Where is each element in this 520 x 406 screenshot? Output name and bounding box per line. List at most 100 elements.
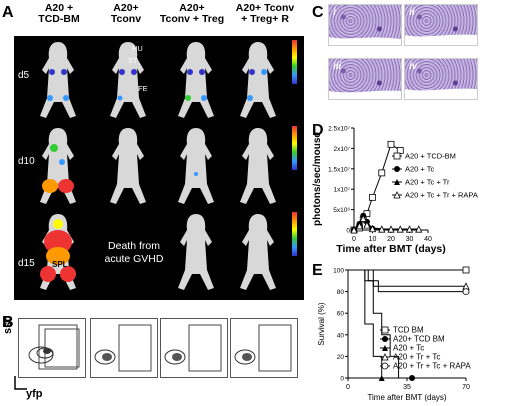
y-axis-label: Survival (%) [317, 302, 326, 345]
y-tick-label: 2.5x10⁷ [328, 126, 351, 133]
histology-tile-i: i [328, 4, 402, 46]
y-tick-label: 80 [337, 289, 345, 296]
data-point [415, 225, 423, 233]
legend-label: A20+ TCD BM [393, 335, 445, 344]
mouse-d15-tcdbm [40, 214, 76, 290]
data-point [359, 214, 367, 222]
mouse-d10-tconv [110, 128, 146, 204]
legend-marker [381, 326, 389, 334]
mouse-d5-tconv [110, 42, 146, 118]
series-end-marker [409, 375, 416, 381]
x-tick-label: 0 [346, 384, 350, 391]
legend-marker [394, 166, 400, 172]
x-tick-label: 40 [424, 236, 432, 243]
bioluminescence-image-panel: d5 HU ST FE d10 d15 SPL Death from acute… [14, 36, 304, 300]
panel-b-letter: B [2, 314, 14, 331]
chart-survival: 0 35 70 0 20 40 60 80 100 Time after BMT (days) Su… [317, 266, 471, 402]
legend-marker [381, 353, 389, 361]
legend-marker [393, 152, 401, 160]
mouse-d15-tconv-treg-r [240, 214, 276, 290]
day-label-d15: d15 [18, 258, 35, 269]
histology-label-ii: ii [409, 7, 415, 18]
legend-marker [394, 179, 400, 185]
x-tick-label: 10 [369, 236, 377, 243]
histology-tile-ii: ii [404, 4, 478, 46]
column-header-2: A20+ Tconv [98, 3, 154, 25]
y-tick-label: 1.5x10⁷ [328, 166, 351, 173]
mouse-d5-tcdbm [40, 42, 76, 118]
column-header-4-line2: + Treg+ R [241, 13, 289, 25]
y-tick-label: 20 [337, 354, 345, 361]
series-line [348, 269, 466, 293]
legend-marker [382, 336, 388, 342]
colorbar-d15 [292, 212, 297, 256]
y-axis-label: photons/sec/mouse [312, 132, 323, 226]
day-label-d5: d5 [18, 70, 30, 81]
chart-photons: 0 10 20 30 40 0 5x10⁶ 1x10⁷ 1.5x10⁷ 2x10⁷ 2.5x10⁷ T… [312, 126, 478, 256]
legend-label: A20 + Tr + Tc + RAPA [393, 362, 471, 371]
death-text: Death from acute GVHD [94, 240, 174, 266]
flow-plot-2 [90, 318, 158, 378]
column-header-1-line1: A20 + [44, 2, 74, 14]
y-tick-label: 1x10⁷ [334, 187, 351, 194]
mouse-d10-tcdbm [40, 128, 76, 204]
y-tick-label: 60 [337, 311, 345, 318]
x-tick-label: 70 [462, 384, 470, 391]
flow-x-axis-label: yfp [26, 388, 43, 400]
column-header-3-line1: A20+ [179, 2, 205, 14]
column-header-4-line1: A20+ Tconv [235, 2, 295, 14]
series-end-marker [462, 266, 470, 274]
column-header-2-line2: Tconv [110, 13, 142, 25]
data-point [396, 147, 404, 154]
x-axis-label: Time after BMT (days) [367, 393, 446, 402]
anno-spl: SPL [52, 260, 68, 269]
x-tick-label: 20 [387, 236, 395, 243]
series-line [353, 217, 419, 231]
series-line [348, 269, 413, 379]
anno-fe: FE [138, 84, 148, 93]
data-point [387, 140, 395, 148]
y-tick-label: 2x10⁷ [334, 146, 351, 153]
data-point [363, 221, 371, 229]
data-point [369, 193, 376, 201]
column-header-2-line1: A20+ [113, 2, 139, 14]
panel-e-letter: E [312, 262, 323, 279]
data-point [378, 169, 386, 177]
data-point [396, 225, 404, 233]
column-header-1-line2: TCD-BM [38, 13, 80, 25]
x-tick-label: 35 [403, 384, 411, 391]
legend-label: A20 + Tc + Tr [405, 178, 450, 187]
mouse-d5-tconv-treg-r [240, 42, 276, 118]
panel-a-letter: A [2, 4, 14, 21]
legend-marker [382, 345, 388, 351]
legend-label: A20 + Tc [393, 344, 424, 353]
column-header-3-line2: Tconv + Treg [159, 13, 225, 25]
death-text-line1: Death from [108, 240, 160, 252]
legend-label: A20 + TCD-BM [405, 152, 456, 161]
legend-marker [393, 191, 401, 199]
data-point [350, 226, 358, 234]
histology-tile-iv: iv [404, 58, 478, 100]
y-tick-label: 5x10⁶ [333, 207, 350, 214]
histology-label-iii: iii [333, 61, 342, 72]
mouse-d5-tconv-treg [178, 42, 214, 118]
data-point [378, 225, 386, 233]
histology-tile-iii: iii [328, 58, 402, 100]
data-point [355, 222, 364, 230]
legend-label: A20 + Tc [405, 165, 435, 174]
column-header-3: A20+ Tconv + Treg [156, 3, 228, 25]
series-end-marker [462, 288, 470, 295]
data-point [368, 224, 377, 233]
flow-axis-corner-icon [14, 376, 27, 390]
panel-d-letter: D [312, 122, 324, 139]
mouse-d10-tconv-treg-r [240, 128, 276, 204]
legend-marker [381, 362, 389, 370]
day-label-d10: d10 [18, 156, 35, 167]
flow-plot-1 [18, 318, 86, 378]
histology-grid: i ii iii iv [328, 0, 480, 110]
y-tick-label: 100 [333, 268, 344, 275]
y-tick-label: 0 [346, 228, 350, 235]
x-axis-label: Time after BMT (days) [336, 243, 446, 255]
data-point [387, 225, 395, 233]
